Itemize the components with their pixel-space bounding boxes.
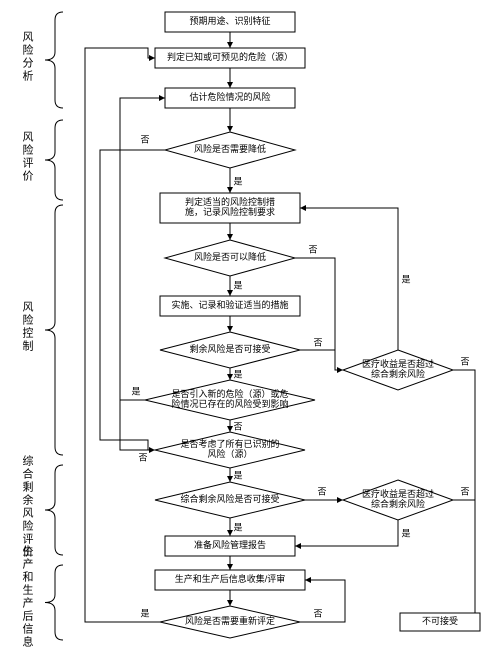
edge bbox=[295, 520, 398, 546]
node-text: 判定已知或可预见的危险（源） bbox=[167, 51, 293, 62]
edge-label: 否 bbox=[308, 244, 317, 254]
node-text: 医疗收益是否超过综合剩余风险 bbox=[362, 488, 434, 509]
phase-brace bbox=[45, 12, 63, 108]
edge-label: 是 bbox=[131, 386, 140, 396]
phase-brace bbox=[45, 465, 63, 555]
edge bbox=[100, 150, 165, 450]
edge-label: 是 bbox=[140, 608, 149, 618]
node-text: 综合剩余风险是否可接受 bbox=[180, 493, 279, 504]
node-d1: 风险是否需要降低 bbox=[165, 132, 295, 168]
phase-label: 风险评价 bbox=[23, 131, 34, 183]
node-nR: 不可接受 bbox=[400, 613, 480, 631]
edge-label: 是 bbox=[233, 176, 242, 186]
edge-label: 否 bbox=[313, 608, 322, 618]
node-n1: 预期用途、识别特征 bbox=[165, 12, 295, 32]
edge-label: 否 bbox=[138, 452, 147, 462]
edge-label: 是 bbox=[233, 280, 242, 290]
edge bbox=[300, 350, 343, 370]
node-text: 预期用途、识别特征 bbox=[189, 15, 270, 26]
phase-label: 风险控制 bbox=[23, 301, 34, 353]
phase-label: 风险分析 bbox=[23, 31, 34, 83]
node-text: 是否引入新的危险（源）或危险情况已存在的风险受到影响 bbox=[171, 388, 288, 409]
node-text: 生产和生产后信息收集/评审 bbox=[175, 573, 286, 584]
node-d5: 是否考虑了所有已识别的风险（源） bbox=[155, 432, 305, 468]
phase-label: 生产和生产后信息 bbox=[23, 544, 34, 649]
node-n3: 估计危险情况的风险 bbox=[165, 88, 295, 108]
edge-label: 否 bbox=[317, 486, 326, 496]
node-text: 医疗收益是否超过综合剩余风险 bbox=[362, 358, 434, 379]
node-text: 风险是否需要降低 bbox=[194, 143, 266, 154]
edge-label: 是 bbox=[233, 522, 242, 532]
node-text: 判定适当的风险控制措施，记录风险控制要求 bbox=[185, 196, 275, 217]
node-n2: 判定已知或可预见的危险（源） bbox=[155, 48, 305, 68]
edge-label: 是 bbox=[401, 274, 410, 284]
node-n4: 判定适当的风险控制措施，记录风险控制要求 bbox=[160, 193, 300, 223]
edge-label: 是 bbox=[233, 369, 242, 379]
edge-label: 否 bbox=[313, 337, 322, 347]
edges-layer: 是是是否是是否否否是否是否否是否是否 bbox=[85, 32, 480, 622]
phase-label: 综合剩余风险评价 bbox=[23, 454, 34, 559]
node-n6: 准备风险管理报告 bbox=[165, 536, 295, 556]
node-d6: 综合剩余风险是否可接受 bbox=[155, 482, 305, 518]
node-text: 估计危险情况的风险 bbox=[189, 91, 270, 102]
node-text: 风险是否需要重新评定 bbox=[185, 615, 275, 626]
phase-brace bbox=[45, 205, 63, 455]
node-text: 剩余风险是否可接受 bbox=[189, 343, 270, 354]
nodes-layer: 预期用途、识别特征判定已知或可预见的危险（源） 估计危险情况的风险风险是否需要降低… bbox=[145, 12, 480, 638]
flowchart-canvas: 风险分析风险评价风险控制综合剩余风险评价生产和生产后信息 是是是否是是否否否是否… bbox=[0, 0, 500, 652]
node-d3: 剩余风险是否可接受 bbox=[160, 332, 300, 368]
edge-label: 是 bbox=[401, 528, 410, 538]
edge-label: 否 bbox=[460, 356, 469, 366]
edge bbox=[120, 400, 155, 450]
edge bbox=[295, 258, 335, 370]
edge-label: 否 bbox=[233, 421, 242, 431]
node-d9: 医疗收益是否超过综合剩余风险 bbox=[343, 480, 453, 520]
edge-label: 否 bbox=[460, 486, 469, 496]
node-text: 实施、记录和验证适当的措施 bbox=[171, 299, 288, 310]
node-d4: 是否引入新的危险（源）或危险情况已存在的风险受到影响 bbox=[145, 380, 315, 420]
node-n5: 实施、记录和验证适当的措施 bbox=[160, 296, 300, 316]
edge bbox=[300, 208, 398, 350]
node-d8: 医疗收益是否超过综合剩余风险 bbox=[343, 350, 453, 390]
edge bbox=[453, 500, 475, 607]
phases-layer: 风险分析风险评价风险控制综合剩余风险评价生产和生产后信息 bbox=[23, 12, 64, 649]
node-text: 风险是否可以降低 bbox=[194, 251, 266, 262]
edge-label: 是 bbox=[233, 470, 242, 480]
phase-brace bbox=[45, 120, 63, 200]
phase-brace bbox=[45, 565, 63, 640]
edge-label: 否 bbox=[140, 134, 149, 144]
node-d7: 风险是否需要重新评定 bbox=[160, 606, 300, 638]
node-text: 准备风险管理报告 bbox=[194, 539, 266, 550]
node-d2: 风险是否可以降低 bbox=[165, 240, 295, 276]
node-text: 不可接受 bbox=[422, 615, 458, 626]
node-n7: 生产和生产后信息收集/评审 bbox=[155, 570, 305, 590]
